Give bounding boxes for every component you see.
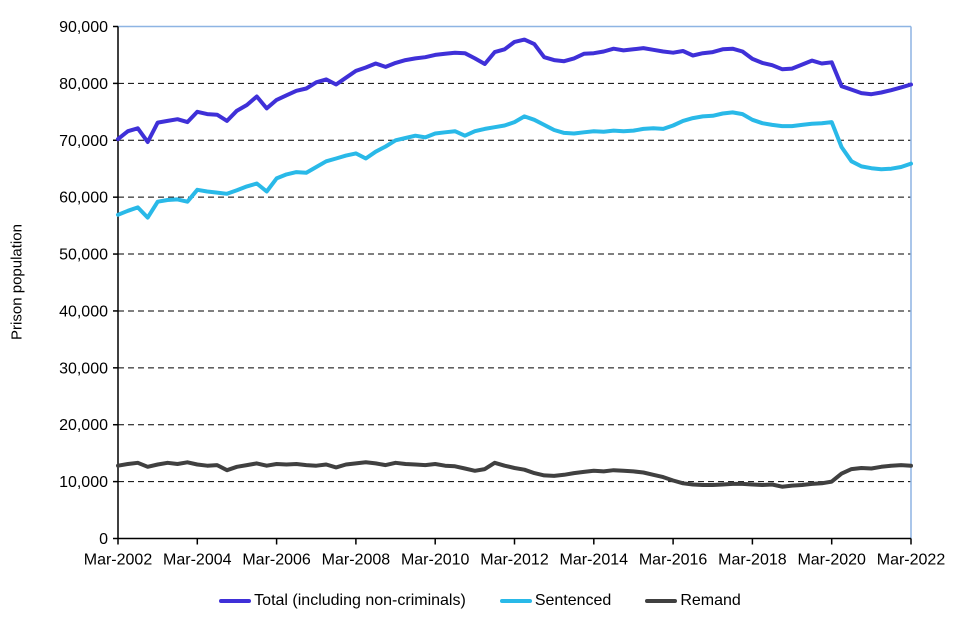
x-tick-label: Mar-2002 — [84, 552, 153, 569]
x-tick-label: Mar-2020 — [797, 552, 866, 569]
y-tick-label: 30,000 — [59, 360, 108, 377]
y-tick-label: 10,000 — [59, 474, 108, 491]
x-tick-label: Mar-2010 — [401, 552, 470, 569]
legend-line-swatch-total — [219, 599, 252, 603]
x-tick-label: Mar-2018 — [718, 552, 787, 569]
y-tick-label: 20,000 — [59, 417, 108, 434]
legend-label-remand: Remand — [680, 592, 741, 609]
legend-line-swatch-remand — [645, 599, 678, 603]
y-tick-label: 0 — [99, 531, 108, 548]
legend-item-total: Total (including non-criminals) — [219, 592, 466, 610]
x-tick-label: Mar-2004 — [163, 552, 232, 569]
legend-item-sentenced: Sentenced — [499, 592, 612, 610]
x-tick-label: Mar-2022 — [877, 552, 946, 569]
legend-line-swatch-sentenced — [499, 599, 532, 603]
legend-label-total: Total (including non-criminals) — [254, 592, 466, 609]
x-tick-label: Mar-2016 — [639, 552, 708, 569]
x-tick-label: Mar-2012 — [480, 552, 549, 569]
x-tick-label: Mar-2008 — [322, 552, 391, 569]
y-tick-label: 60,000 — [59, 190, 108, 207]
y-tick-label: 80,000 — [59, 76, 108, 93]
chart-plot-area: 0 10,000 20,000 30,000 40,000 50,000 60,000 70,… — [59, 19, 946, 569]
chart-legend: Total (including non-criminals) Sentence… — [0, 592, 960, 610]
x-tick-label: Mar-2014 — [560, 552, 629, 569]
y-tick-label: 50,000 — [59, 247, 108, 264]
legend-item-remand: Remand — [645, 592, 741, 610]
y-tick-label: 70,000 — [59, 133, 108, 150]
y-tick-label: 40,000 — [59, 303, 108, 320]
legend-label-sentenced: Sentenced — [534, 592, 612, 609]
series-line-remand — [116, 460, 913, 489]
series-line-sentenced — [116, 110, 913, 220]
x-tick-label: Mar-2006 — [242, 552, 311, 569]
series-line-total — [116, 37, 913, 144]
y-tick-label: 90,000 — [59, 19, 108, 36]
